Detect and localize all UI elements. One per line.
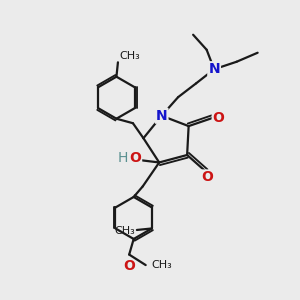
Text: O: O [213,111,225,125]
Text: O: O [123,259,135,273]
Text: O: O [129,151,141,165]
Text: CH₃: CH₃ [151,260,172,270]
Text: H: H [118,151,128,165]
Text: CH₃: CH₃ [119,51,140,61]
Text: N: N [156,109,167,123]
Text: O: O [201,170,213,184]
Text: N: N [208,62,220,76]
Text: CH₃: CH₃ [115,226,135,236]
